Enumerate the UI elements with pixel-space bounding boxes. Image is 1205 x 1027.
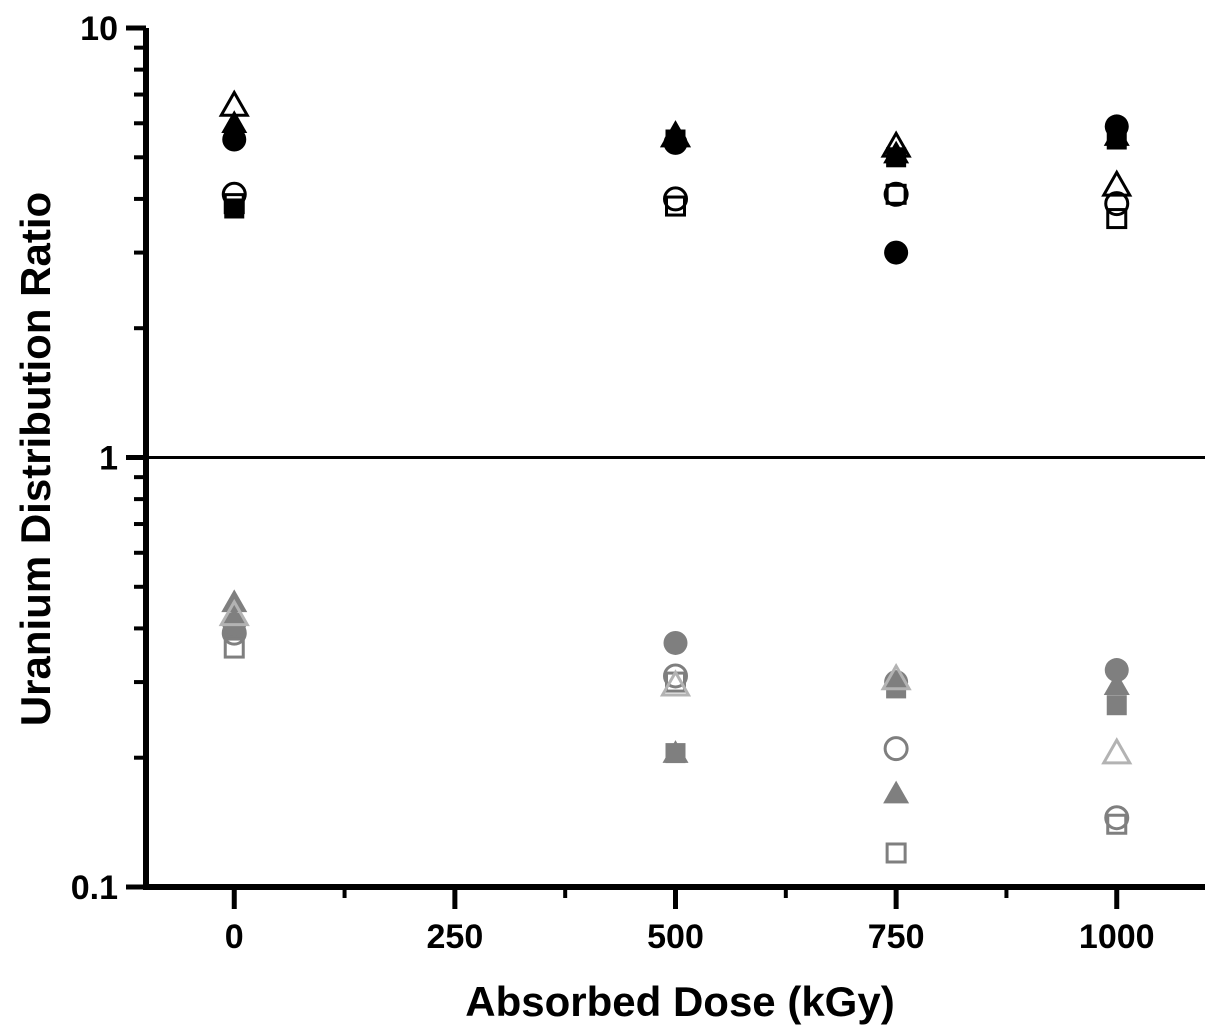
open-circle-marker — [221, 620, 247, 646]
y-axis-title: Uranium Distribution Ratio — [12, 192, 59, 726]
x-tick-label: 0 — [225, 918, 244, 956]
filled-triangle-marker — [221, 110, 248, 134]
filled-triangle-marker — [662, 740, 689, 763]
y-tick-label: 1 — [99, 440, 118, 478]
filled-circle-marker — [884, 240, 909, 265]
filled-circle-marker — [1104, 658, 1129, 683]
filled-square-marker — [1106, 695, 1127, 716]
open-circle-marker — [1104, 191, 1130, 217]
filled-circle-marker — [222, 127, 247, 152]
data-points-group — [218, 89, 1133, 864]
open-circle-marker — [221, 181, 247, 207]
open-triangle-marker — [218, 89, 250, 117]
filled-triangle-marker — [1103, 672, 1130, 695]
open-triangle-marker — [880, 130, 912, 158]
open-triangle-marker — [1101, 169, 1133, 197]
ticks-group — [126, 25, 1120, 909]
x-axis-title: Absorbed Dose (kGy) — [465, 978, 894, 1025]
open-circle-marker — [883, 181, 909, 207]
open-square-marker — [1106, 208, 1128, 230]
filled-circle-marker — [663, 630, 688, 655]
open-square-marker — [223, 637, 245, 659]
open-triangle-marker — [1101, 737, 1133, 765]
x-tick-label: 250 — [427, 918, 484, 956]
open-square-marker — [223, 193, 245, 215]
open-triangle-marker — [659, 669, 692, 697]
y-tick-label: 10 — [80, 10, 118, 48]
open-circle-marker — [663, 663, 688, 689]
filled-triangle-marker — [662, 123, 689, 146]
open-square-marker — [885, 842, 907, 864]
x-tick-label: 750 — [868, 918, 925, 956]
open-circle-marker — [1104, 805, 1130, 831]
open-triangle-marker — [218, 598, 250, 627]
x-tick-label: 1000 — [1079, 918, 1155, 956]
open-triangle-marker — [659, 120, 692, 148]
filled-triangle-marker — [1103, 123, 1130, 146]
tick-labels-group: 0.1 1 10 0 250 500 750 1000 — [71, 10, 1155, 956]
open-circle-marker — [663, 186, 688, 212]
open-square-marker — [885, 183, 907, 205]
filled-triangle-marker — [883, 780, 910, 804]
open-square-marker — [1106, 813, 1128, 835]
y-tick-label: 0.1 — [71, 869, 118, 907]
open-triangle-marker — [880, 662, 912, 691]
open-circle-marker — [883, 736, 909, 762]
x-tick-label: 500 — [647, 918, 704, 956]
